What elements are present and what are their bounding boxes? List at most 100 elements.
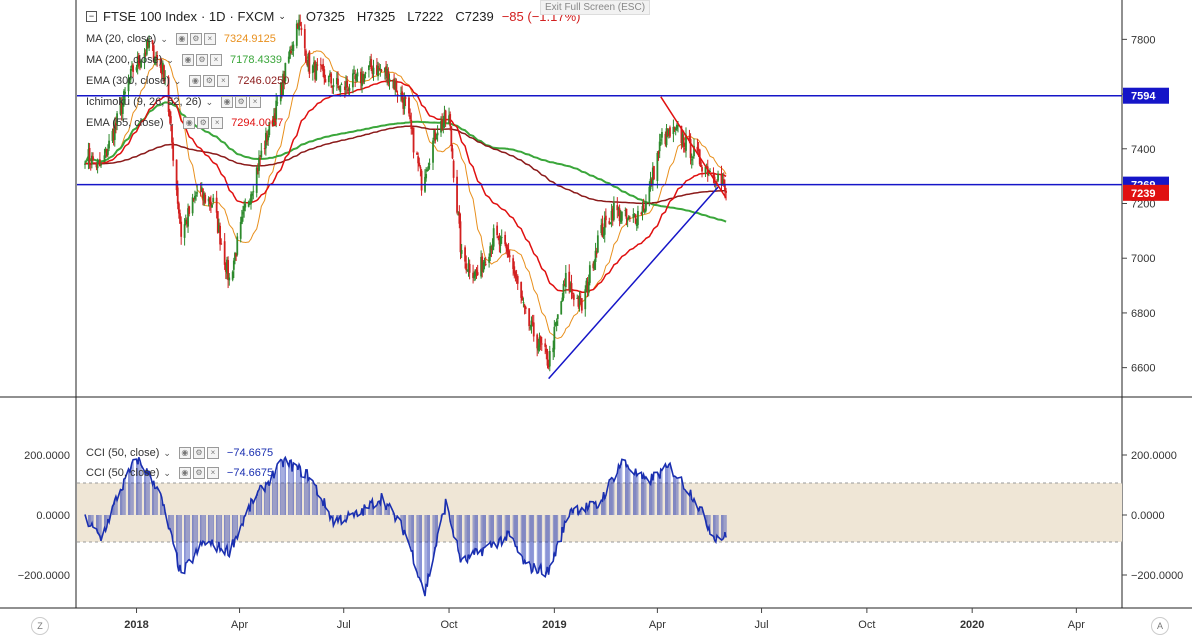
collapse-icon[interactable]: − — [86, 10, 97, 22]
candle-body — [351, 73, 354, 88]
trendline[interactable] — [548, 186, 719, 380]
settings-icon[interactable]: ⚙ — [189, 33, 202, 45]
close-icon[interactable]: × — [209, 54, 222, 66]
eye-icon[interactable]: ◉ — [178, 447, 191, 459]
candle-body — [202, 188, 204, 199]
log-scale-button[interactable]: Z — [31, 617, 49, 635]
candle-body — [348, 88, 351, 91]
candle-body — [124, 91, 126, 94]
candle-body — [356, 72, 359, 77]
eye-icon[interactable]: ◉ — [181, 54, 194, 66]
candle-body — [231, 271, 234, 280]
candle-body — [674, 128, 677, 130]
candle-body — [307, 54, 310, 68]
candle-body — [425, 174, 428, 179]
settings-icon[interactable]: ⚙ — [195, 54, 208, 66]
chevron-down-icon[interactable]: ⌄ — [278, 10, 286, 21]
indicator-row[interactable]: CCI (50, close) ⌄ ◉ ⚙ × −74.6675 — [86, 465, 273, 481]
candle-body — [403, 97, 406, 109]
settings-icon[interactable]: ⚙ — [192, 447, 205, 459]
candle-body — [184, 219, 187, 224]
candle-body — [441, 120, 444, 129]
cci-tick-label: 200.0000 — [1131, 450, 1177, 462]
interval-label[interactable]: 1D — [208, 8, 226, 24]
candle-body — [577, 297, 580, 307]
close-icon[interactable]: × — [249, 96, 262, 108]
time-axis[interactable]: 2018 Apr Jul Oct 2019 Apr Jul Oct 2020 Apr — [124, 608, 1085, 631]
trendline[interactable] — [660, 96, 727, 199]
eye-icon[interactable]: ◉ — [178, 467, 191, 479]
candle-body — [203, 193, 205, 201]
candle-body — [235, 252, 238, 257]
candle-body — [457, 214, 460, 216]
candle-body — [276, 102, 279, 104]
indicator-row[interactable]: MA (20, close) ⌄ ◉ ⚙ × 7324.9125 — [86, 31, 276, 47]
candle-body — [210, 201, 212, 206]
eye-icon[interactable]: ◉ — [183, 117, 196, 129]
candle-body — [434, 132, 437, 141]
candle-body — [90, 155, 93, 164]
candle-body — [563, 284, 566, 286]
candle-body — [191, 197, 194, 214]
candle-body — [428, 163, 431, 165]
chevron-down-icon[interactable]: ⌄ — [167, 117, 176, 128]
candle-body — [627, 216, 630, 220]
settings-icon[interactable]: ⚙ — [235, 96, 248, 108]
close-icon[interactable]: × — [206, 467, 219, 479]
candle-body — [416, 152, 418, 155]
close-icon[interactable]: × — [211, 117, 224, 129]
exit-fullscreen-button[interactable]: Exit Full Screen (ESC) — [540, 0, 651, 15]
candle-body — [505, 244, 508, 249]
close-icon[interactable]: × — [217, 75, 230, 87]
candle-body — [653, 166, 655, 180]
candle-body — [548, 350, 551, 367]
settings-icon[interactable]: ⚙ — [192, 467, 205, 479]
indicator-row[interactable]: EMA (55, close) ⌄ ◉ ⚙ × 7294.0067 — [86, 115, 283, 131]
chevron-down-icon[interactable]: ⌄ — [163, 447, 171, 458]
candle-body — [379, 69, 382, 71]
indicator-row[interactable]: MA (200, close) ⌄ ◉ ⚙ × 7178.4339 — [86, 52, 282, 68]
cci-axis-right[interactable]: 200.0000 0.0000 −200.0000 — [1122, 450, 1183, 582]
candle-body — [544, 343, 547, 347]
eye-icon[interactable]: ◉ — [175, 33, 188, 45]
chevron-down-icon[interactable]: ⌄ — [173, 75, 182, 86]
chevron-down-icon[interactable]: ⌄ — [163, 467, 171, 478]
candle-body — [370, 58, 373, 70]
candle-body — [600, 224, 603, 234]
close-icon[interactable]: × — [203, 33, 216, 45]
eye-icon[interactable]: ◉ — [189, 75, 202, 87]
candle-body — [448, 115, 450, 124]
candle-body — [116, 113, 118, 125]
candle-body — [568, 271, 571, 291]
indicator-row[interactable]: Ichimoku (9, 26, 52, 26) ⌄ ◉ ⚙ × — [86, 94, 269, 110]
candle-body — [384, 67, 386, 73]
price-tick-label: 7000 — [1131, 253, 1155, 265]
candle-body — [497, 236, 500, 238]
settings-icon[interactable]: ⚙ — [203, 75, 216, 87]
cci-axis-left[interactable]: 200.0000 0.0000 −200.0000 — [18, 450, 70, 582]
auto-scale-button[interactable]: A — [1151, 617, 1169, 635]
candle-body — [685, 134, 687, 151]
candle-body — [179, 213, 181, 224]
chevron-down-icon[interactable]: ⌄ — [205, 96, 214, 107]
indicator-row[interactable]: CCI (50, close) ⌄ ◉ ⚙ × −74.6675 — [86, 445, 273, 461]
drawing-tools[interactable] — [77, 94, 1122, 380]
candle-body — [216, 211, 219, 233]
indicator-row[interactable]: EMA (300, close) ⌄ ◉ ⚙ × 7246.0250 — [86, 73, 289, 89]
price-axis[interactable]: 7800760074007200700068006600 — [1122, 34, 1155, 375]
candle-body — [88, 147, 91, 163]
candle-body — [490, 248, 493, 250]
settings-icon[interactable]: ⚙ — [197, 117, 210, 129]
candle-body — [279, 82, 282, 102]
candle-body — [464, 247, 466, 262]
candle-body — [171, 124, 173, 143]
close-icon[interactable]: × — [206, 447, 219, 459]
symbol-name[interactable]: FTSE 100 Index — [103, 8, 197, 24]
candle-body — [611, 208, 614, 221]
chevron-down-icon[interactable]: ⌄ — [166, 54, 174, 65]
chevron-down-icon[interactable]: ⌄ — [160, 33, 168, 44]
candle-body — [626, 219, 629, 221]
eye-icon[interactable]: ◉ — [221, 96, 234, 108]
candle-body — [321, 64, 323, 67]
